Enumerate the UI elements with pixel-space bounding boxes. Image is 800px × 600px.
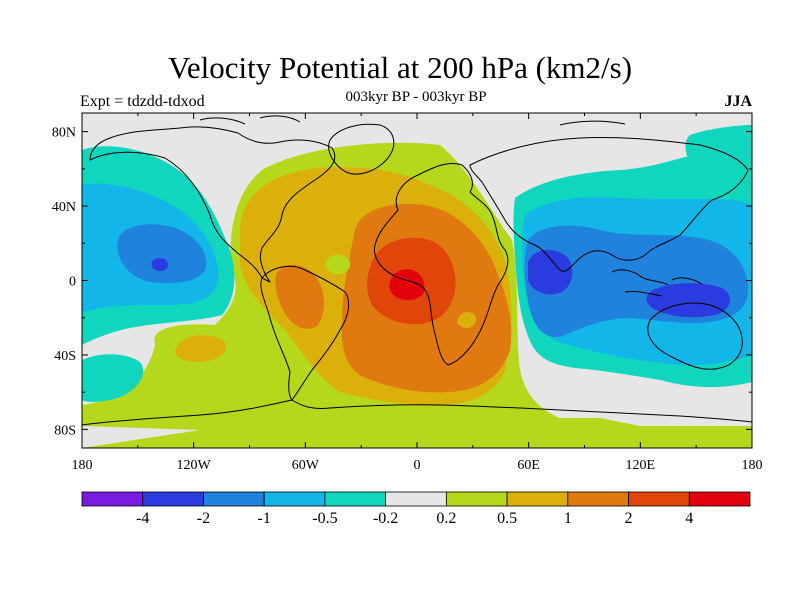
x-tick-label: 180 (742, 458, 763, 473)
contour-pos-0.5-south (175, 335, 227, 362)
colorbar-label: -1 (258, 510, 271, 527)
colorbar: -4 -2 -1 -0.5 -0.2 0.2 0.5 1 2 4 (81, 491, 751, 527)
coast-antarctica (82, 399, 752, 426)
contour-pos-1-west (275, 264, 324, 329)
coast-asia (469, 136, 749, 272)
y-tick-label: 40S (54, 349, 76, 364)
colorbar-label: -4 (136, 510, 149, 527)
colorbar-box (506, 491, 569, 507)
colorbar-box (203, 491, 265, 507)
colorbar-label: -0.2 (373, 510, 398, 527)
colorbar-box (324, 491, 387, 507)
contour-neg-2-west (151, 258, 169, 272)
contour-neg-1-west (117, 224, 207, 284)
y-tick-label: 40N (52, 200, 76, 215)
x-tick-label: 180 (72, 458, 93, 473)
colorbar-box (445, 491, 508, 507)
colorbar-label: 1 (564, 510, 572, 527)
contour-neg-0.2-south (82, 354, 144, 402)
colorbar-box (81, 491, 144, 507)
coast-south-america (260, 265, 350, 401)
colorbar-label: -2 (197, 510, 210, 527)
contour-pos-0.5-spot (325, 254, 351, 275)
coast-europe-africa (373, 162, 509, 366)
colorbar-label: -0.5 (312, 510, 337, 527)
contour-neg-2-east (528, 249, 573, 295)
contour-pos-1-spot (457, 312, 477, 328)
x-tick-label: 120W (177, 458, 212, 473)
coast-australia (647, 302, 743, 370)
coast-greenland (328, 123, 395, 175)
contour-field (82, 113, 752, 448)
coast-arctic-islands (199, 115, 626, 126)
y-tick-label: 0 (69, 275, 76, 290)
x-tick-label: 0 (414, 458, 421, 473)
colorbar-box (142, 491, 204, 507)
colorbar-box (567, 491, 629, 507)
map-axes: 180 120W 60W 0 60E 120E 180 80N 40N 0 40S 80S (52, 113, 763, 473)
coast-north-america (89, 126, 336, 283)
colorbar-box (688, 491, 751, 507)
experiment-label: Expt = tdzdd-tdxod (80, 93, 205, 110)
y-tick-label: 80N (52, 126, 76, 141)
colorbar-box (385, 491, 447, 507)
contour-neg-2-east-b (646, 283, 731, 318)
map-title: Velocity Potential at 200 hPa (km2/s) (167, 50, 633, 85)
season-label: JJA (724, 93, 752, 110)
x-tick-label: 120E (626, 458, 656, 473)
map-subtitle: 003kyr BP - 003kyr BP (345, 89, 487, 105)
colorbar-label: 4 (685, 510, 693, 527)
coast-indonesia (611, 269, 703, 297)
colorbar-box (263, 491, 326, 507)
colorbar-label: 2 (625, 510, 633, 527)
x-tick-label: 60W (292, 458, 320, 473)
colorbar-label: 0.2 (436, 510, 456, 527)
colorbar-label: 0.5 (497, 510, 517, 527)
x-tick-label: 60E (517, 458, 540, 473)
contour-neg-0.2-north (685, 125, 752, 181)
y-tick-label: 80S (54, 423, 76, 438)
colorbar-box (628, 491, 690, 507)
coastlines (82, 115, 752, 426)
